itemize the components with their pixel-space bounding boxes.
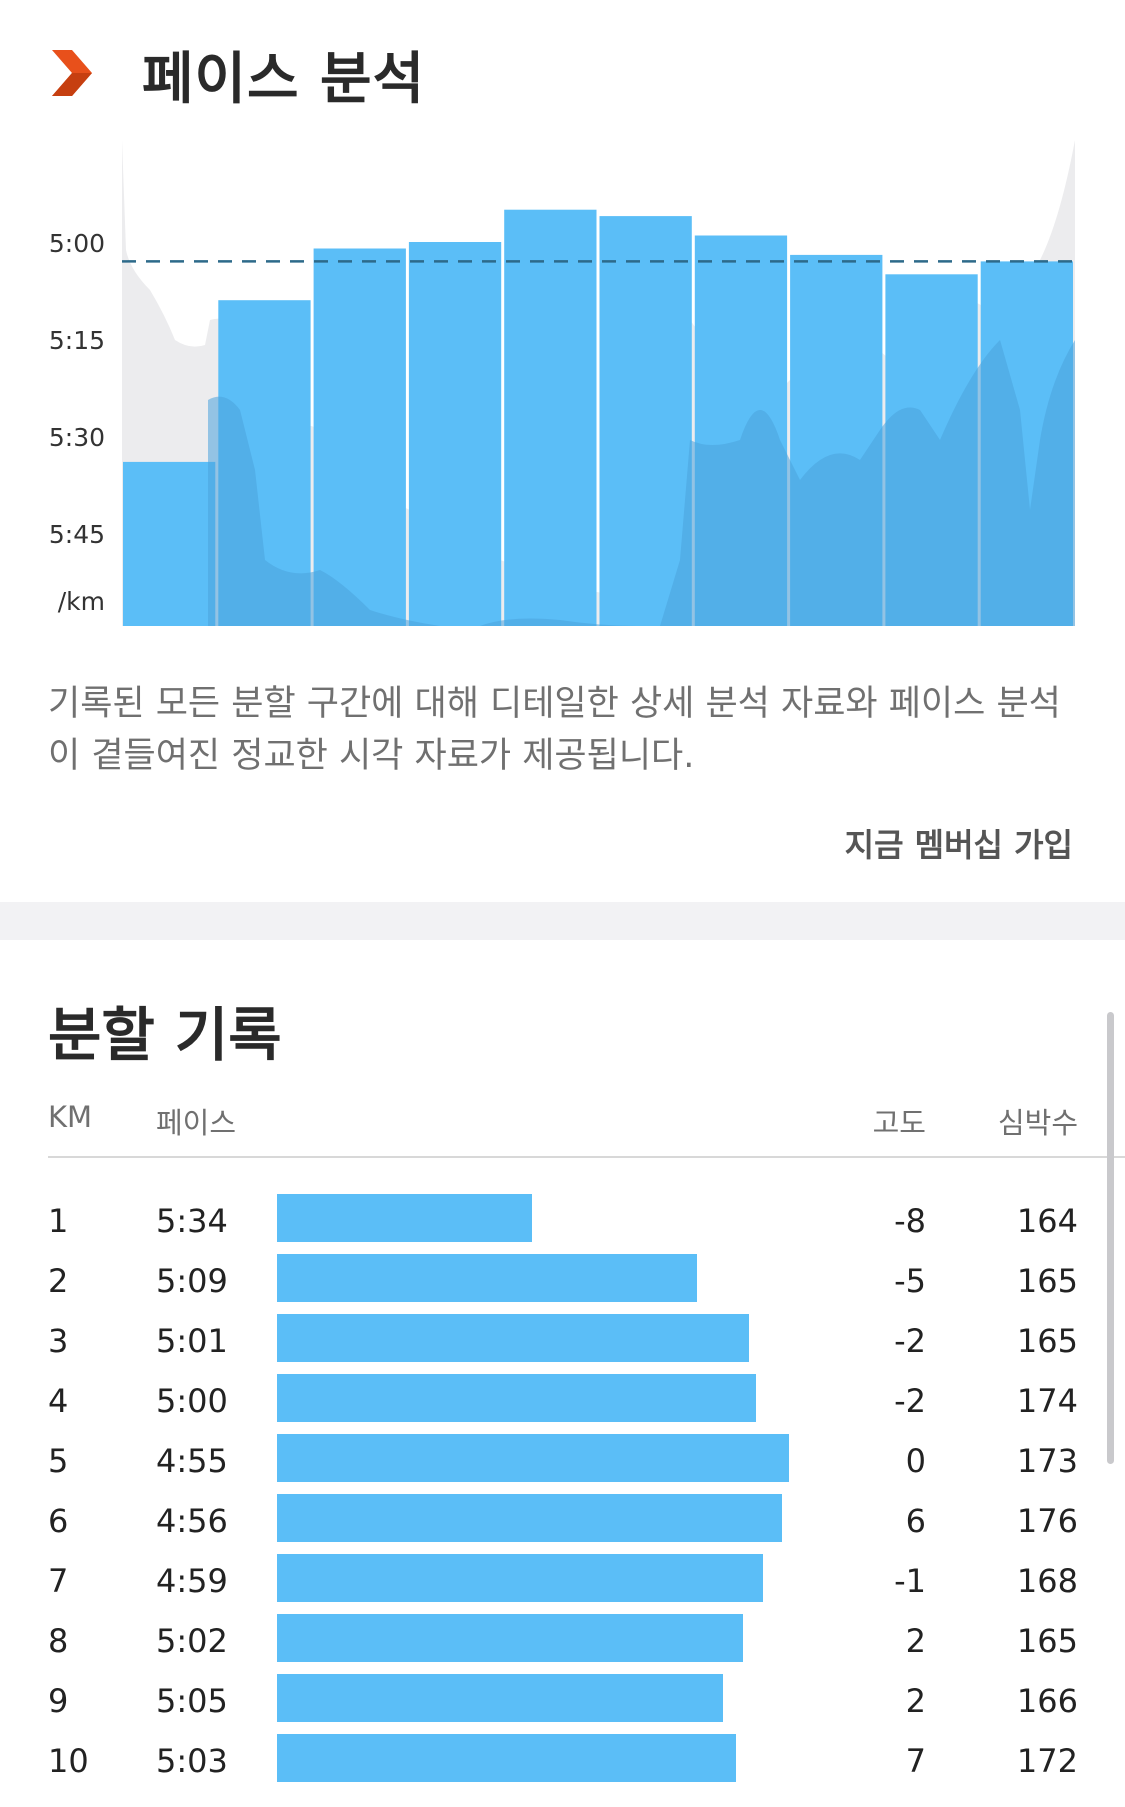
y-tick-label: 5:00	[49, 229, 105, 258]
split-pace-bar	[277, 1734, 736, 1782]
join-membership-link[interactable]: 지금 멤버십 가입	[844, 826, 1073, 864]
split-heart-rate: 164	[1016, 1202, 1078, 1240]
split-km: 4	[48, 1382, 69, 1420]
header-heart-rate: 심박수	[997, 1106, 1078, 1140]
split-km: 3	[48, 1322, 69, 1360]
table-row: 9 5:05 2 166	[48, 1670, 1078, 1730]
split-heart-rate: 165	[1016, 1262, 1078, 1300]
table-row: 7 4:59 -1 168	[48, 1550, 1078, 1610]
pace-analysis-title: 페이스 분석	[142, 47, 426, 112]
split-km: 10	[48, 1742, 89, 1780]
split-elevation: 7	[905, 1742, 926, 1780]
split-heart-rate: 165	[1016, 1322, 1078, 1360]
split-pace-bar	[277, 1314, 749, 1362]
y-tick-label: 5:30	[49, 423, 105, 452]
split-km: 9	[48, 1682, 69, 1720]
table-row: 3 5:01 -2 165	[48, 1310, 1078, 1370]
split-km: 7	[48, 1562, 69, 1600]
split-pace: 4:55	[156, 1442, 228, 1480]
split-pace: 4:56	[156, 1502, 228, 1540]
pace-chart-svg: 5:00 5:15 5:30 5:45/km	[49, 140, 1075, 626]
split-heart-rate: 176	[1016, 1502, 1078, 1540]
split-pace-bar	[277, 1254, 697, 1302]
split-km: 5	[48, 1442, 69, 1480]
split-pace-bar	[277, 1494, 782, 1542]
split-elevation: -5	[894, 1262, 926, 1300]
splits-title: 분할 기록	[48, 1001, 282, 1069]
pace-bar-km-6	[599, 216, 692, 626]
chevron-right-icon	[52, 50, 92, 96]
split-elevation: -1	[894, 1562, 926, 1600]
pace-bar-km-1	[123, 461, 216, 626]
split-elevation: -2	[894, 1322, 926, 1360]
split-km: 6	[48, 1502, 69, 1540]
pace-analysis-card: 페이스 분석 5:00 5:15 5:30 5:45/km 기록된 모든 분할 구간에…	[0, 0, 1125, 902]
pace-trace-overlay	[208, 340, 1075, 626]
split-heart-rate: 166	[1016, 1682, 1078, 1720]
section-divider	[0, 902, 1125, 940]
split-heart-rate: 173	[1016, 1442, 1078, 1480]
split-pace: 5:00	[156, 1382, 228, 1420]
split-km: 1	[48, 1202, 69, 1240]
split-pace: 4:59	[156, 1562, 228, 1600]
splits-card	[0, 940, 1125, 1807]
table-row: 4 5:00 -2 174	[48, 1370, 1078, 1430]
table-row: 6 4:56 6 176	[48, 1490, 1078, 1550]
pace-bar-km-3	[313, 248, 406, 626]
split-elevation: 2	[905, 1622, 926, 1660]
splits-table-body: 1 5:34 -8 164 2 5:09 -5 165 3 5:01 -2 165 4 5:00 -2 174…	[48, 1190, 1078, 1790]
header-elevation: 고도	[872, 1106, 926, 1140]
table-row: 1 5:34 -8 164	[48, 1190, 1078, 1250]
pace-analysis-description: 기록된 모든 분할 구간에 대해 디테일한 상세 분석 자료와 페이스 분석이 …	[48, 684, 1061, 776]
pace-bar-km-5	[504, 209, 597, 626]
header-divider	[48, 1156, 1125, 1158]
split-km: 2	[48, 1262, 69, 1300]
table-row: 2 5:09 -5 165	[48, 1250, 1078, 1310]
split-elevation: -8	[894, 1202, 926, 1240]
split-elevation: 6	[905, 1502, 926, 1540]
header-pace: 페이스	[156, 1106, 237, 1140]
scrollbar[interactable]	[1107, 1012, 1114, 1464]
split-pace: 5:05	[156, 1682, 228, 1720]
y-tick-label: 5:15	[49, 326, 105, 355]
split-elevation: 2	[905, 1682, 926, 1720]
split-heart-rate: 165	[1016, 1622, 1078, 1660]
table-row: 10 5:03 7 172	[48, 1730, 1078, 1790]
y-tick-label: 5:45	[49, 520, 105, 549]
y-unit-label: /km	[58, 587, 105, 616]
split-elevation: 0	[905, 1442, 926, 1480]
split-pace: 5:34	[156, 1202, 228, 1240]
splits-table-header: KM 페이스 고도 심박수	[48, 1100, 1078, 1140]
split-heart-rate: 174	[1016, 1382, 1078, 1420]
split-pace-bar	[277, 1194, 532, 1242]
split-elevation: -2	[894, 1382, 926, 1420]
split-pace-bar	[277, 1434, 789, 1482]
split-km: 8	[48, 1622, 69, 1660]
header-km: KM	[48, 1100, 93, 1134]
split-pace-bar	[277, 1674, 723, 1722]
pace-bar-km-4	[408, 242, 502, 626]
table-row: 5 4:55 0 173	[48, 1430, 1078, 1490]
split-pace: 5:02	[156, 1622, 228, 1660]
split-pace-bar	[277, 1374, 756, 1422]
table-row: 8 5:02 2 165	[48, 1610, 1078, 1670]
split-heart-rate: 168	[1016, 1562, 1078, 1600]
split-pace-bar	[277, 1554, 763, 1602]
split-pace: 5:01	[156, 1322, 228, 1360]
pace-chart: 5:00 5:15 5:30 5:45/km	[40, 140, 1085, 630]
split-pace: 5:09	[156, 1262, 228, 1300]
split-heart-rate: 172	[1016, 1742, 1078, 1780]
split-pace-bar	[277, 1614, 743, 1662]
split-pace: 5:03	[156, 1742, 228, 1780]
